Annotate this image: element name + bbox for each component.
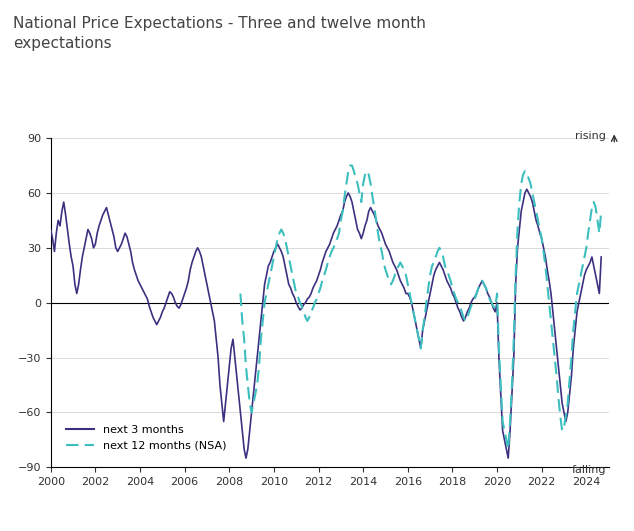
Text: Price Expectations: Price Expectations — [236, 121, 367, 134]
Legend: next 3 months, next 12 months (NSA): next 3 months, next 12 months (NSA) — [62, 421, 231, 455]
Text: Net balance, %, SA: Net balance, %, SA — [62, 123, 174, 132]
Text: falling: falling — [571, 465, 606, 475]
Text: rising: rising — [575, 131, 606, 141]
Text: National Price Expectations - Three and twelve month
expectations: National Price Expectations - Three and … — [13, 16, 425, 51]
